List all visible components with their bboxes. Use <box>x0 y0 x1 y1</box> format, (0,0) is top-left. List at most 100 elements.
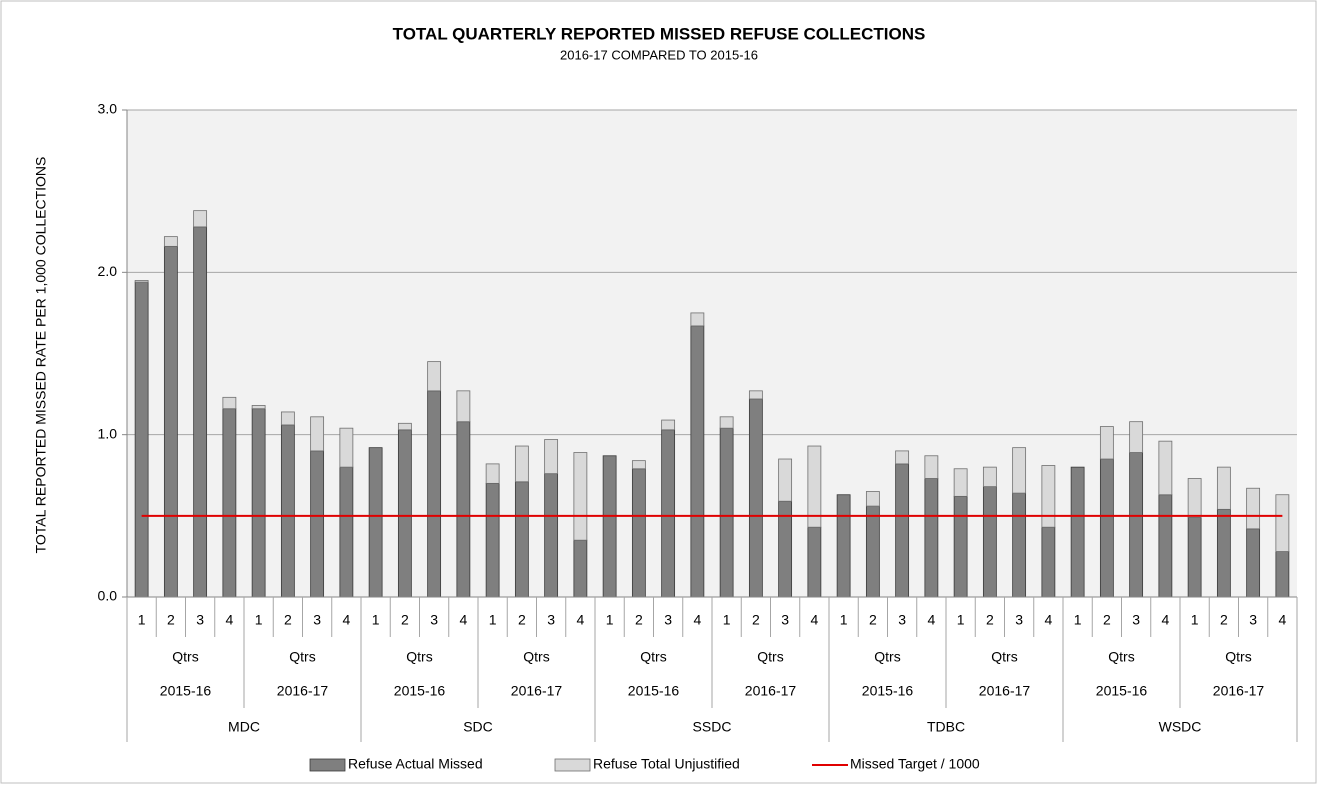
bar-segment <box>1012 492 1027 598</box>
year-label: 2015-16 <box>862 683 914 699</box>
bar-segment <box>1275 494 1290 552</box>
quarter-unit: Qtrs <box>523 649 549 665</box>
bar-segment <box>134 281 149 598</box>
bar-segment <box>778 458 793 502</box>
bar-segment <box>310 450 325 598</box>
year-label: 2016-17 <box>1213 683 1265 699</box>
bar-segment <box>661 419 676 431</box>
x-tick-label: 1 <box>255 612 263 628</box>
x-tick-label: 1 <box>1074 612 1082 628</box>
legend-label: Missed Target / 1000 <box>850 756 980 772</box>
bar-segment <box>193 210 208 228</box>
y-tick-label: 2.0 <box>98 263 118 279</box>
bar-segment <box>895 463 910 598</box>
x-tick-label: 1 <box>1191 612 1199 628</box>
bar-segment <box>222 396 237 410</box>
x-tick-label: 3 <box>196 612 204 628</box>
bar-segment <box>573 452 588 541</box>
x-tick-label: 3 <box>664 612 672 628</box>
x-tick-label: 1 <box>489 612 497 628</box>
quarter-unit: Qtrs <box>640 649 666 665</box>
quarter-unit: Qtrs <box>289 649 315 665</box>
bar-segment <box>982 486 997 598</box>
x-tick-label: 4 <box>459 612 467 628</box>
bar-segment <box>1216 466 1231 510</box>
bar-segment <box>485 482 500 598</box>
x-tick-label: 1 <box>138 612 146 628</box>
bar-segment <box>456 421 471 598</box>
bar-segment <box>134 280 149 283</box>
x-tick-label: 4 <box>693 612 701 628</box>
x-tick-label: 2 <box>752 612 760 628</box>
quarter-unit: Qtrs <box>1225 649 1251 665</box>
quarter-unit: Qtrs <box>991 649 1017 665</box>
legend-label: Refuse Actual Missed <box>348 756 483 772</box>
bar-segment <box>719 416 734 429</box>
chart-title: TOTAL QUARTERLY REPORTED MISSED REFUSE C… <box>393 24 926 43</box>
quarter-unit: Qtrs <box>1108 649 1134 665</box>
group-label: SSDC <box>693 719 732 735</box>
bar-segment <box>310 416 325 452</box>
x-tick-label: 2 <box>401 612 409 628</box>
legend-swatch <box>554 758 591 772</box>
x-tick-label: 3 <box>547 612 555 628</box>
x-tick-label: 1 <box>840 612 848 628</box>
x-tick-label: 3 <box>898 612 906 628</box>
bar-segment <box>602 455 617 598</box>
bar-segment <box>807 526 822 598</box>
bar-segment <box>222 408 237 598</box>
quarter-unit: Qtrs <box>172 649 198 665</box>
x-tick-label: 4 <box>1161 612 1169 628</box>
x-tick-label: 2 <box>986 612 994 628</box>
bar-segment <box>748 398 763 598</box>
bar-segment <box>953 468 968 497</box>
year-label: 2015-16 <box>628 683 680 699</box>
bar-segment <box>427 390 442 598</box>
bar-segment <box>456 390 471 423</box>
group-label: TDBC <box>927 719 965 735</box>
x-tick-label: 2 <box>284 612 292 628</box>
bar-segment <box>397 429 412 598</box>
quarter-unit: Qtrs <box>406 649 432 665</box>
year-label: 2016-17 <box>277 683 329 699</box>
bar-segment <box>1041 526 1056 598</box>
bar-segment <box>1070 466 1085 598</box>
x-tick-label: 1 <box>723 612 731 628</box>
bar-segment <box>1158 494 1173 598</box>
bar-segment <box>924 455 939 479</box>
bar-segment <box>1246 487 1261 530</box>
bar-segment <box>836 494 851 598</box>
x-tick-label: 3 <box>1249 612 1257 628</box>
year-label: 2016-17 <box>745 683 797 699</box>
bar-segment <box>748 390 763 400</box>
x-tick-label: 3 <box>313 612 321 628</box>
bar-segment <box>1129 452 1144 598</box>
bar-segment <box>1012 447 1027 494</box>
x-tick-label: 4 <box>576 612 584 628</box>
bar-segment <box>690 325 705 598</box>
x-tick-label: 3 <box>1015 612 1023 628</box>
x-tick-label: 4 <box>927 612 935 628</box>
bar-segment <box>982 466 997 488</box>
x-tick-label: 4 <box>225 612 233 628</box>
bar-segment <box>631 468 646 598</box>
plot-area <box>127 110 1297 597</box>
x-tick-label: 2 <box>1103 612 1111 628</box>
bar-segment <box>397 422 412 431</box>
x-tick-label: 4 <box>1044 612 1052 628</box>
bar-segment <box>193 226 208 598</box>
bar-segment <box>280 424 295 598</box>
x-tick-label: 3 <box>1132 612 1140 628</box>
bar-segment <box>1187 478 1202 518</box>
bar-segment <box>280 411 295 426</box>
year-label: 2016-17 <box>511 683 563 699</box>
x-tick-label: 1 <box>372 612 380 628</box>
bar-segment <box>573 539 588 598</box>
x-tick-label: 2 <box>869 612 877 628</box>
bar-segment <box>163 236 178 247</box>
bar-segment <box>339 466 354 598</box>
bar-segment <box>485 463 500 484</box>
year-label: 2015-16 <box>1096 683 1148 699</box>
x-tick-label: 2 <box>635 612 643 628</box>
